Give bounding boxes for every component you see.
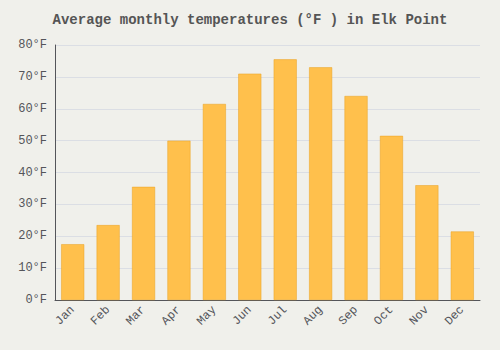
svg-text:Oct: Oct: [371, 303, 396, 328]
svg-text:30°F: 30°F: [18, 197, 47, 211]
svg-text:0°F: 0°F: [25, 293, 47, 307]
svg-text:10°F: 10°F: [18, 261, 47, 275]
svg-text:70°F: 70°F: [18, 70, 47, 84]
svg-text:Sep: Sep: [336, 303, 361, 328]
svg-text:Average monthly temperatures (: Average monthly temperatures (°F ) in El…: [53, 12, 448, 28]
svg-text:Dec: Dec: [442, 303, 467, 328]
svg-text:Mar: Mar: [123, 303, 148, 328]
svg-text:60°F: 60°F: [18, 102, 47, 116]
svg-text:40°F: 40°F: [18, 166, 47, 180]
svg-text:Apr: Apr: [159, 303, 184, 328]
svg-text:Jan: Jan: [53, 303, 78, 328]
svg-text:50°F: 50°F: [18, 134, 47, 148]
svg-text:Jun: Jun: [230, 303, 255, 328]
svg-text:20°F: 20°F: [18, 229, 47, 243]
svg-text:Jul: Jul: [265, 303, 290, 328]
svg-text:Feb: Feb: [88, 303, 113, 328]
svg-text:80°F: 80°F: [18, 38, 47, 52]
svg-text:May: May: [194, 303, 219, 328]
svg-text:Aug: Aug: [300, 303, 325, 328]
svg-text:Nov: Nov: [407, 303, 432, 328]
